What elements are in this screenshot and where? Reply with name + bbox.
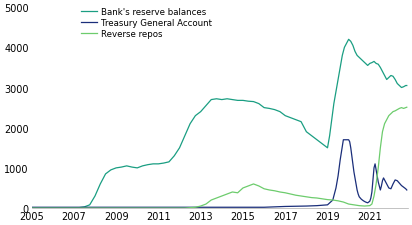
- Bank's reserve balances: [403, 85, 408, 88]
- Bank's reserve balances: [346, 39, 351, 41]
- Legend: Bank's reserve balances, Treasury General Account, Reverse repos: Bank's reserve balances, Treasury Genera…: [81, 8, 212, 39]
- Reverse repos: [124, 207, 129, 209]
- Line: Bank's reserve balances: Bank's reserve balances: [32, 40, 407, 208]
- Bank's reserve balances: [401, 86, 406, 89]
- Reverse repos: [404, 106, 409, 109]
- Treasury General Account: [374, 169, 379, 171]
- Treasury General Account: [404, 189, 409, 191]
- Treasury General Account: [372, 163, 377, 165]
- Bank's reserve balances: [29, 206, 34, 209]
- Bank's reserve balances: [378, 67, 383, 70]
- Treasury General Account: [353, 177, 358, 180]
- Bank's reserve balances: [404, 85, 409, 88]
- Reverse repos: [29, 207, 34, 209]
- Line: Reverse repos: Reverse repos: [32, 108, 407, 208]
- Treasury General Account: [341, 139, 346, 142]
- Reverse repos: [82, 207, 87, 209]
- Line: Treasury General Account: Treasury General Account: [32, 140, 407, 207]
- Treasury General Account: [198, 206, 203, 209]
- Reverse repos: [309, 196, 314, 199]
- Reverse repos: [219, 195, 224, 198]
- Treasury General Account: [368, 200, 372, 203]
- Reverse repos: [166, 207, 171, 209]
- Reverse repos: [225, 193, 229, 196]
- Treasury General Account: [29, 206, 34, 209]
- Treasury General Account: [359, 198, 364, 201]
- Bank's reserve balances: [161, 162, 166, 165]
- Bank's reserve balances: [108, 169, 113, 171]
- Bank's reserve balances: [172, 155, 177, 157]
